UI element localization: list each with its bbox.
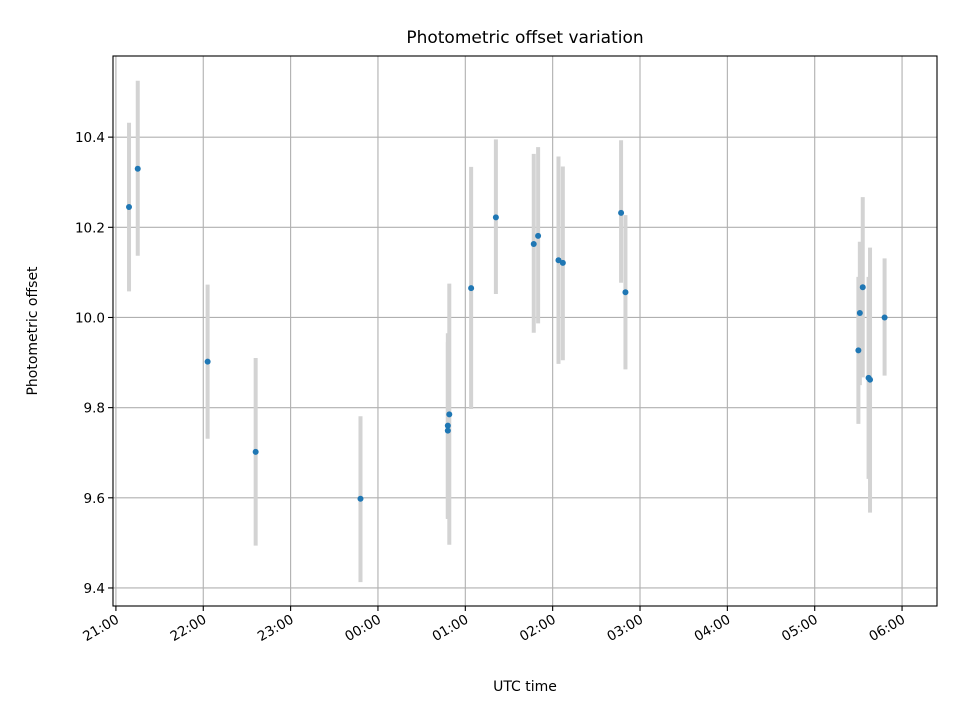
y-tick-label: 9.4	[84, 581, 105, 597]
x-tick-label: 03:00	[604, 612, 646, 645]
data-point	[252, 448, 259, 455]
x-tick-label: 04:00	[692, 612, 734, 645]
data-point	[881, 314, 888, 321]
data-point	[444, 422, 451, 429]
x-axis-label: UTC time	[493, 679, 557, 695]
grid	[113, 56, 937, 606]
x-tick-label: 02:00	[517, 612, 559, 645]
data-point	[492, 214, 499, 221]
chart-title: Photometric offset variation	[406, 28, 643, 48]
data-point	[468, 285, 475, 292]
data-point	[856, 309, 863, 316]
y-tick-label: 10.0	[75, 310, 105, 326]
data-point	[444, 427, 451, 434]
data-point	[357, 495, 364, 502]
data-point	[618, 209, 625, 216]
plot-frame	[112, 55, 938, 607]
data-point	[859, 284, 866, 291]
y-tick-label: 9.6	[84, 491, 105, 507]
data-point	[855, 347, 862, 354]
data-point	[204, 358, 211, 365]
y-axis-ticks: 9.4 9.6 9.8 10.0 10.2 10.4	[75, 130, 113, 597]
y-tick-label: 9.8	[84, 401, 105, 417]
x-tick-label: 00:00	[342, 612, 384, 645]
y-tick-label: 10.4	[75, 130, 105, 146]
data-point	[622, 289, 629, 296]
data-point	[559, 259, 566, 266]
data-point	[535, 232, 542, 239]
y-tick-label: 10.2	[75, 220, 105, 236]
x-tick-label: 05:00	[779, 612, 821, 645]
data-point	[126, 204, 133, 211]
x-axis-ticks: 21:00 22:00 23:00 00:00 01:00 02:00 03:00 04:00…	[80, 606, 908, 645]
error-bars	[127, 80, 887, 583]
x-tick-label: 21:00	[80, 612, 122, 645]
data-point	[867, 376, 874, 383]
x-tick-label: 23:00	[255, 612, 297, 645]
data-points	[126, 165, 888, 502]
data-point	[530, 240, 537, 247]
data-point	[134, 165, 141, 172]
x-tick-label: 22:00	[168, 612, 210, 645]
y-axis-label: Photometric offset	[25, 266, 41, 396]
x-tick-label: 06:00	[866, 612, 908, 645]
data-point	[446, 411, 453, 418]
x-tick-label: 01:00	[430, 612, 472, 645]
data-point	[555, 257, 562, 264]
